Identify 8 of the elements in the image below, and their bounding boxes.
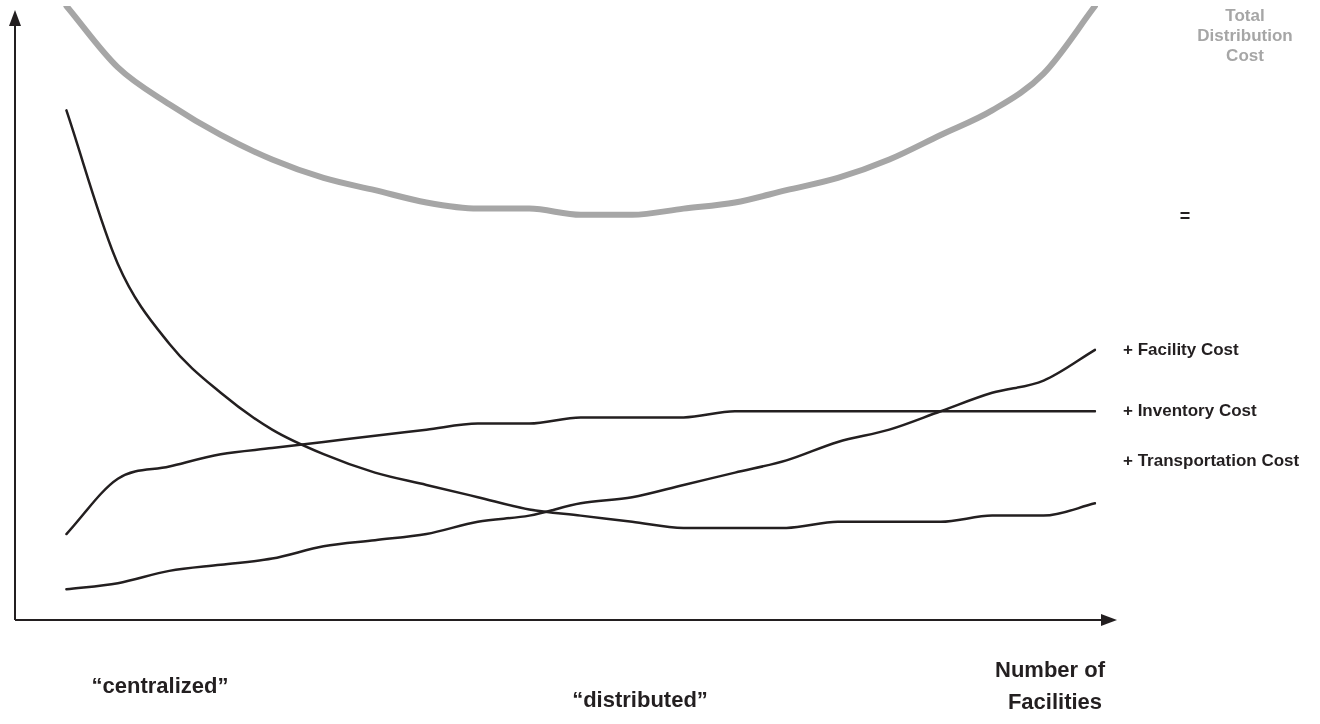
text: Total Distribution Cost xyxy=(1197,6,1293,66)
text: + Transportation Cost xyxy=(1123,451,1300,471)
series-label: + Inventory Cost xyxy=(1123,400,1258,420)
text: = xyxy=(1179,205,1191,226)
text: “distributed” xyxy=(572,687,708,713)
text: “centralized” xyxy=(91,673,229,699)
series-label: + Facility Cost xyxy=(1123,339,1240,359)
x-axis-title: Number of Facilities xyxy=(995,657,1106,715)
